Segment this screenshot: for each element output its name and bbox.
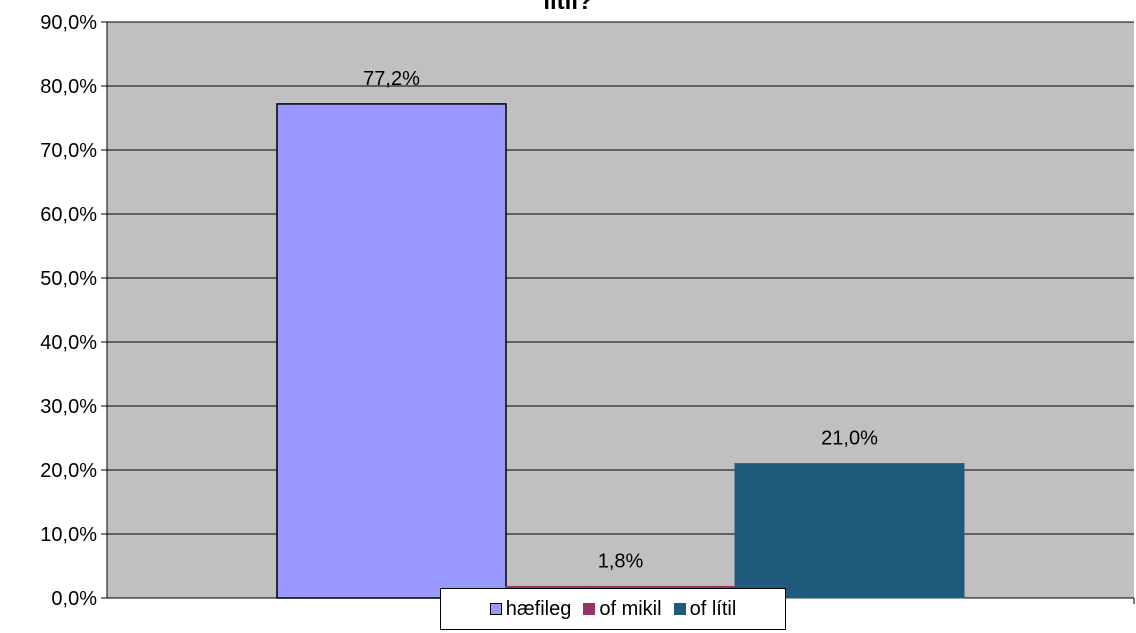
y-tick-label: 40,0%: [40, 332, 97, 354]
y-tick-label: 50,0%: [40, 268, 97, 290]
y-tick-label: 60,0%: [40, 204, 97, 226]
y-tick-label: 10,0%: [40, 524, 97, 546]
chart-legend: hæfileg of mikil of lítil: [440, 588, 786, 630]
legend-swatch: [583, 603, 596, 615]
bar-hæfileg: [276, 103, 507, 599]
legend-label: of mikil: [599, 597, 662, 620]
legend-swatch: [673, 603, 686, 615]
legend-item: of mikil: [583, 597, 662, 621]
legend-label: hæfileg: [505, 597, 572, 620]
data-label: 77,2%: [363, 68, 420, 90]
plot-area: [107, 22, 1134, 598]
legend-item: of lítil: [673, 597, 737, 621]
legend-item: hæfileg: [489, 597, 572, 621]
y-tick-label: 90,0%: [40, 12, 97, 34]
y-tick-label: 20,0%: [40, 460, 97, 482]
y-tick-label: 30,0%: [40, 396, 97, 418]
legend-label: of lítil: [689, 597, 737, 620]
data-label: 21,0%: [821, 428, 878, 450]
data-label: 1,8%: [598, 550, 644, 572]
chart-title: litil?: [543, 0, 593, 15]
legend-swatch: [489, 603, 502, 615]
y-tick-label: 0,0%: [51, 588, 97, 610]
y-tick-label: 80,0%: [40, 76, 97, 98]
bar-of-lítil: [734, 463, 965, 599]
y-tick-label: 70,0%: [40, 140, 97, 162]
